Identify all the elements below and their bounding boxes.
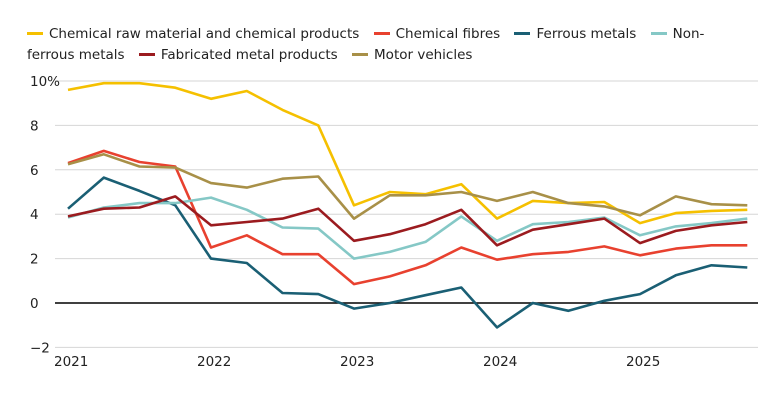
legend-item: Non-ferrous metals [27, 26, 704, 63]
y-tick-label: 6 [30, 163, 39, 179]
y-tick-label: −2 [30, 340, 50, 356]
legend-swatch [27, 31, 43, 35]
legend-swatch [650, 31, 667, 35]
legend-label: Non-ferrous metals [27, 26, 705, 63]
series-line [67, 195, 748, 247]
legend-item: Chemical raw material and chemical produ… [27, 26, 359, 42]
legend-item: Fabricated metal products [138, 47, 338, 63]
legend-label: Fabricated metal products [160, 47, 338, 63]
series-line [67, 153, 748, 220]
legend-swatch [138, 52, 155, 56]
legend-swatch [352, 52, 369, 56]
series-line [67, 149, 748, 286]
x-tick-label: 2021 [54, 354, 88, 370]
series-line [67, 81, 748, 225]
legend-label: Chemical raw material and chemical produ… [49, 26, 360, 42]
x-tick-label: 2022 [197, 354, 231, 370]
x-tick-label: 2023 [340, 354, 374, 370]
legend-swatch [514, 31, 531, 35]
legend-swatch [373, 31, 390, 35]
legend-item: Chemical fibres [373, 26, 501, 42]
legend-label: Ferrous metals [536, 26, 637, 42]
legend-item: Motor vehicles [352, 47, 472, 63]
legend-item: Ferrous metals [514, 26, 636, 42]
y-tick-label: 10% [30, 74, 60, 90]
legend-label: Motor vehicles [374, 47, 473, 63]
y-tick-label: 8 [30, 118, 39, 134]
y-tick-label: 0 [30, 296, 39, 312]
x-tick-label: 2025 [626, 354, 660, 370]
legend: Chemical raw material and chemical produ… [27, 24, 727, 66]
y-tick-label: 4 [30, 207, 39, 223]
x-tick-label: 2024 [483, 354, 517, 370]
y-tick-label: 2 [30, 252, 39, 268]
series-line [67, 176, 748, 329]
legend-label: Chemical fibres [395, 26, 501, 42]
